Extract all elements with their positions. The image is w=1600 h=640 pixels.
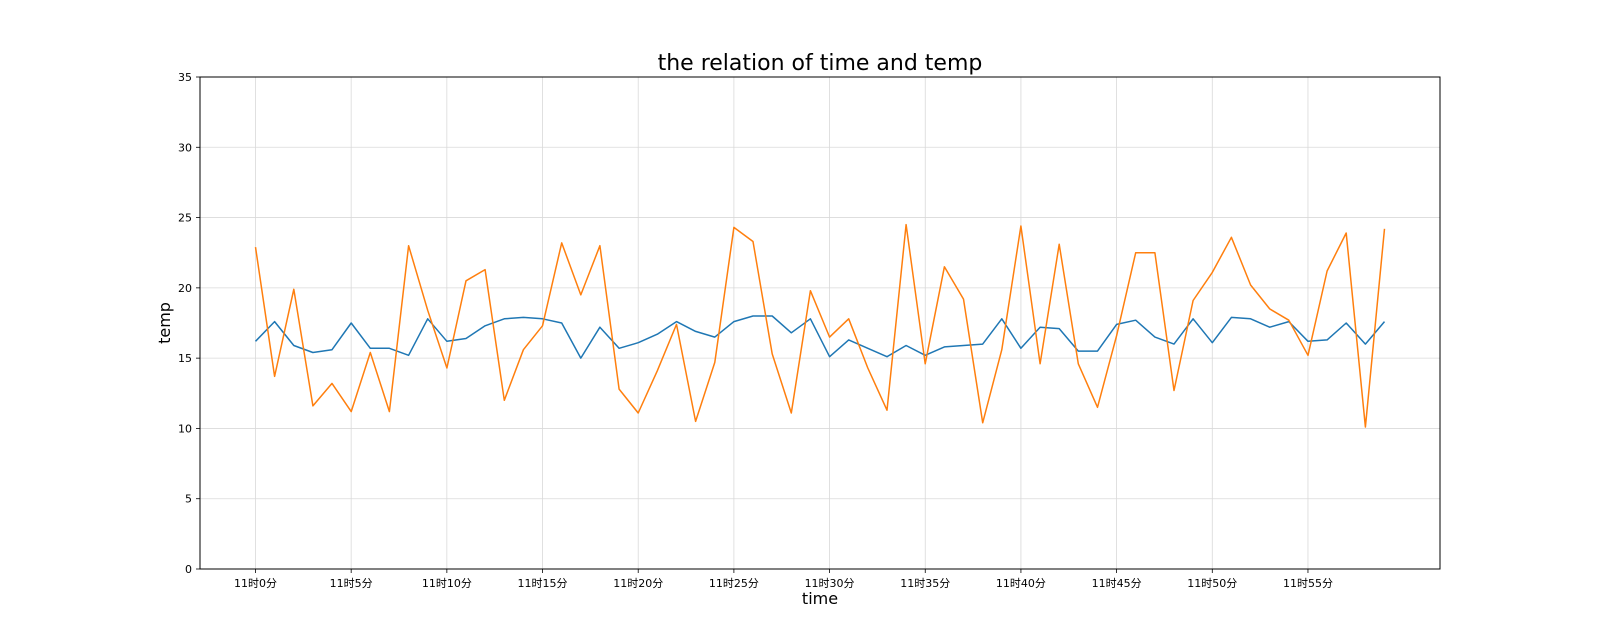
x-tick-label: 11时15分 [518,577,568,590]
x-tick-label: 11时55分 [1283,577,1333,590]
series-line-2 [254,223,1386,428]
y-tick-label: 0 [185,563,192,576]
y-tick-label: 5 [185,493,192,506]
series-layer [254,223,1386,428]
grid-layer [200,76,1440,570]
plot-frame [199,76,1441,570]
y-tick-label: 30 [178,141,192,154]
tick-layer: 0 5 10 15 20 25 30 35 11时0分 11时5分 11时10分 11时15分 11时2… [178,71,1333,590]
x-tick-label: 11时25分 [709,577,759,590]
x-tick-label: 11时50分 [1187,577,1237,590]
y-tick-label: 25 [178,212,192,225]
x-tick-label: 11时35分 [900,577,950,590]
x-tick-label: 11时30分 [805,577,855,590]
x-tick-label: 11时45分 [1092,577,1142,590]
x-tick-label: 11时20分 [613,577,663,590]
x-tick-label: 11时0分 [234,577,277,590]
x-tick-label: 11时40分 [996,577,1046,590]
x-tick-label: 11时5分 [330,577,373,590]
y-tick-label: 15 [178,352,192,365]
y-axis-label: temp [155,302,174,344]
y-tick-label: 20 [178,282,192,295]
x-axis-label: time [802,589,838,608]
y-tick-label: 10 [178,422,192,435]
series-line-1 [254,315,1386,359]
y-tick-label: 35 [178,71,192,84]
chart-title: the relation of time and temp [658,51,983,76]
x-tick-label: 11时10分 [422,577,472,590]
